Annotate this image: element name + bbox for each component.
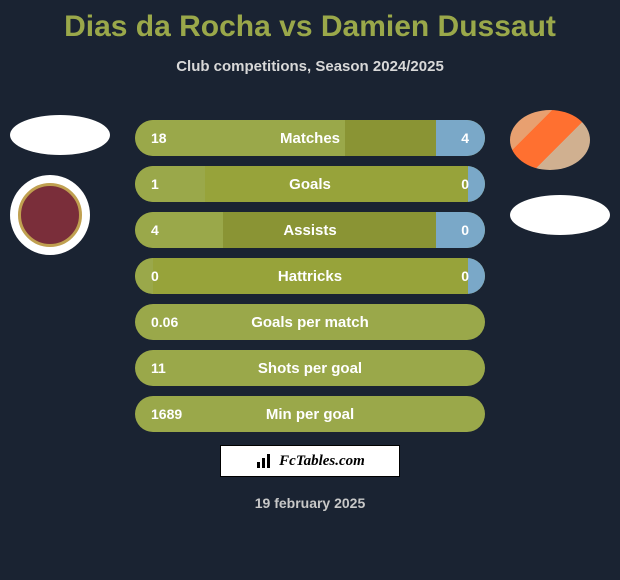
- stat-label: Min per goal: [135, 406, 485, 423]
- stat-row: 10Goals: [135, 166, 485, 202]
- subtitle: Club competitions, Season 2024/2025: [0, 58, 620, 75]
- stat-label: Hattricks: [135, 268, 485, 285]
- watermark: FcTables.com: [220, 445, 400, 477]
- stat-label: Matches: [135, 130, 485, 147]
- stat-row: 00Hattricks: [135, 258, 485, 294]
- player-right-placeholder: [510, 195, 610, 235]
- stat-row: 40Assists: [135, 212, 485, 248]
- stat-row: 11Shots per goal: [135, 350, 485, 386]
- player-right-block: [510, 110, 610, 235]
- date-label: 19 february 2025: [0, 495, 620, 511]
- page-title: Dias da Rocha vs Damien Dussaut: [0, 0, 620, 44]
- stat-row: 184Matches: [135, 120, 485, 156]
- stat-row: 0.06Goals per match: [135, 304, 485, 340]
- player-left-block: [10, 115, 110, 255]
- stats-container: 184Matches 10Goals 40Assists 00Hattricks 0.0…: [135, 120, 485, 442]
- player-right-photo: [510, 110, 590, 170]
- stat-row: 1689Min per goal: [135, 396, 485, 432]
- stat-label: Assists: [135, 222, 485, 239]
- stat-label: Goals per match: [135, 314, 485, 331]
- club-logo-left: [10, 175, 90, 255]
- player-left-placeholder: [10, 115, 110, 155]
- watermark-text: FcTables.com: [279, 453, 365, 470]
- chart-icon: [255, 452, 273, 470]
- stat-label: Goals: [135, 176, 485, 193]
- stat-label: Shots per goal: [135, 360, 485, 377]
